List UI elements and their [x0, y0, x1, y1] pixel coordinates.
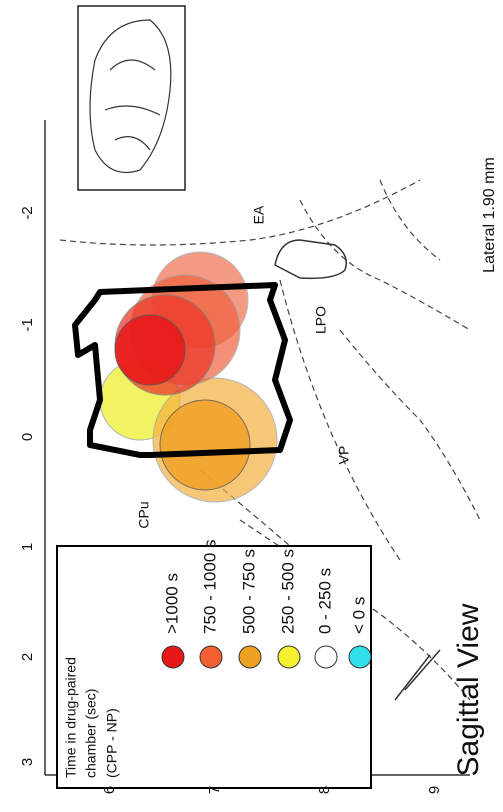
v-tick: 9: [426, 786, 443, 794]
legend-swatches: [161, 645, 372, 669]
inset-frame: [77, 5, 186, 191]
v-tick: 8: [316, 786, 333, 794]
h-tick: -2: [19, 206, 36, 219]
region-label: EA: [251, 205, 267, 224]
legend-item: 250 - 500 s: [278, 549, 297, 634]
text-layer: 3 2 1 0 -1 -2 6 7 8 9 Sagittal View Late…: [19, 157, 498, 794]
injection-sites: [99, 251, 278, 503]
inset-brain: [89, 19, 172, 174]
v-tick: 6: [101, 786, 118, 794]
legend-title: chamber (sec): [83, 689, 99, 778]
region-label: LPO: [313, 306, 329, 334]
legend-title: (CPP - NP): [104, 708, 120, 778]
vta-outline: [72, 282, 293, 458]
region-label: CPu: [136, 501, 152, 528]
legend-item: 750 - 1000 s: [200, 539, 219, 634]
region-label: VP: [336, 446, 352, 465]
h-tick: 0: [19, 433, 36, 441]
legend-item: 500 - 750 s: [239, 549, 258, 634]
h-tick: 3: [19, 758, 36, 766]
legend-item: < 0 s: [349, 597, 368, 634]
legend-item: >1000 s: [162, 573, 181, 634]
site: [159, 399, 251, 491]
v-tick: 7: [206, 786, 223, 794]
title: Sagittal View: [452, 603, 485, 776]
legend-item: 0 - 250 s: [315, 568, 334, 634]
h-tick: -1: [19, 318, 36, 331]
h-tick: 2: [19, 653, 36, 661]
site: [114, 314, 186, 386]
caption: Lateral 1.90 mm: [481, 157, 498, 273]
h-tick: 1: [19, 543, 36, 551]
legend-title: Time in drug-paired: [63, 657, 79, 778]
